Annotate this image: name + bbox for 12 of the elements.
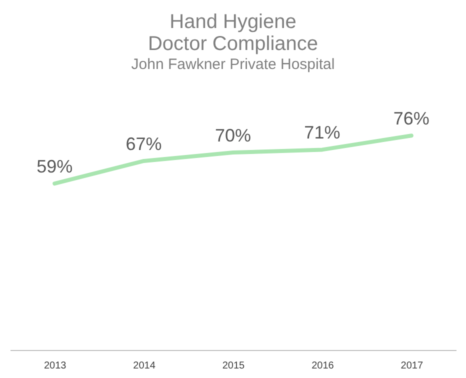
data-label: 59%	[36, 156, 73, 177]
chart-title: Hand Hygiene Doctor Compliance	[148, 11, 318, 55]
x-tick-label: 2016	[312, 360, 334, 372]
x-tick-label: 2014	[133, 360, 156, 372]
x-tick-label: 2013	[44, 360, 67, 372]
data-label: 71%	[304, 122, 340, 143]
data-label: 76%	[393, 108, 430, 129]
data-label: 67%	[126, 134, 162, 154]
x-tick-label: 2015	[222, 360, 246, 372]
data-label: 70%	[214, 126, 252, 146]
x-tick-label: 2017	[400, 360, 424, 372]
chart-subtitle: John Fawkner Private Hospital	[131, 56, 335, 73]
